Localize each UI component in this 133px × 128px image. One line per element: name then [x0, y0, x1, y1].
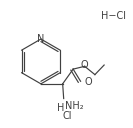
Text: N: N: [37, 34, 45, 44]
Text: H−Cl: H−Cl: [101, 11, 126, 21]
Text: H: H: [57, 103, 64, 113]
Text: O: O: [84, 77, 92, 87]
Text: Cl: Cl: [62, 111, 72, 121]
Text: O: O: [81, 60, 88, 70]
Text: NH₂: NH₂: [65, 101, 83, 111]
